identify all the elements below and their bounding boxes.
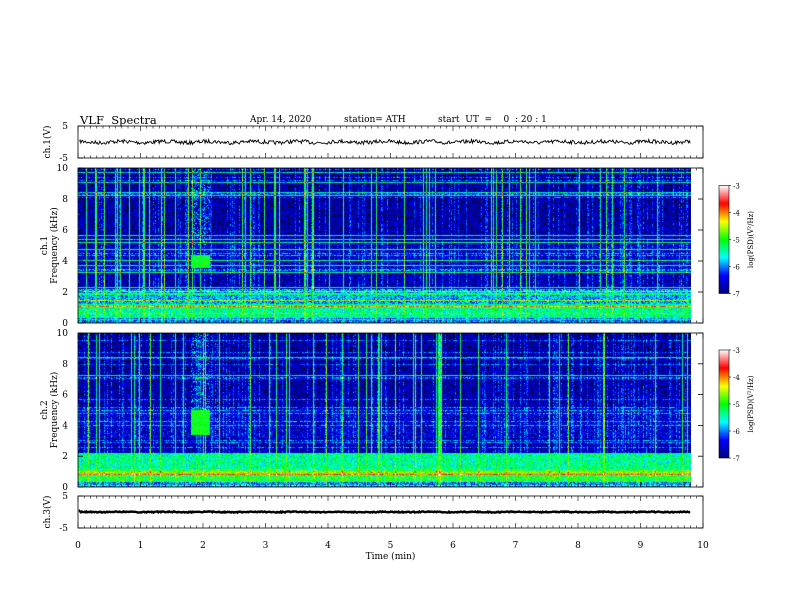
ch2-spectrogram-panel: 0 2 4 6 8 10 ch.2 Frequency (kHz) -3 -4 -5 -6 -7 log(… bbox=[40, 329, 755, 493]
x-tick-label: 2 bbox=[200, 541, 206, 551]
y-tick-label: 0 bbox=[62, 483, 68, 493]
ch1-waveform-panel: 5 -5 ch.1(V) bbox=[42, 122, 704, 164]
x-tick-label: 1 bbox=[138, 541, 144, 551]
y-tick-label: 2 bbox=[62, 288, 68, 298]
x-axis-label: Time (min) bbox=[366, 551, 416, 562]
x-tick-label: 5 bbox=[388, 541, 394, 551]
colorbar-tick-label: -7 bbox=[733, 291, 740, 299]
ch1-spectrogram-image bbox=[78, 168, 691, 323]
x-tick-label: 7 bbox=[513, 541, 519, 551]
ch1-spectrogram-panel: 0 2 4 6 8 10 ch.1 Frequency (kHz) -3 -4 -5 -6 -7 log(… bbox=[40, 164, 755, 329]
station-label: station= ATH bbox=[344, 115, 406, 125]
y-tick-label: -5 bbox=[59, 154, 68, 164]
x-tick-label: 6 bbox=[450, 541, 456, 551]
y-tick-label: -5 bbox=[59, 524, 68, 534]
y-axis-label: Frequency (kHz) bbox=[49, 372, 60, 449]
y-tick-label: 0 bbox=[62, 319, 68, 329]
colorbar-label: log(PSD)(V²/Hz) bbox=[747, 211, 755, 268]
colorbar-tick-label: -6 bbox=[733, 264, 740, 272]
ch1-waveform-trace bbox=[79, 137, 691, 146]
colorbar-tick-label: -3 bbox=[733, 183, 740, 191]
y-tick-label: 10 bbox=[57, 164, 69, 174]
y-axis-label: Frequency (kHz) bbox=[49, 207, 60, 284]
y-tick-label: 4 bbox=[62, 257, 68, 267]
colorbar-tick-label: -4 bbox=[733, 374, 740, 382]
x-tick-label: 0 bbox=[75, 541, 81, 551]
colorbar-tick-label: -3 bbox=[733, 347, 740, 355]
y-axis-channel-label: ch.1 bbox=[40, 236, 50, 255]
y-tick-label: 8 bbox=[62, 360, 68, 370]
ch3-waveform-panel: 5 -5 ch.3(V) 0 1 2 3 4 5 6 7 8 9 10 Time (min) bbox=[42, 492, 709, 562]
ch2-spectrogram-image bbox=[78, 333, 691, 487]
colorbar-label: log(PSD)(V²/Hz) bbox=[747, 375, 755, 432]
y-tick-label: 4 bbox=[62, 421, 68, 431]
x-tick-label: 3 bbox=[263, 541, 269, 551]
y-tick-label: 6 bbox=[62, 391, 68, 401]
start-time-label: start UT = 0 : 20 : 1 bbox=[438, 115, 547, 125]
colorbar-tick-label: -6 bbox=[733, 428, 740, 436]
colorbar bbox=[718, 349, 730, 459]
y-tick-label: 10 bbox=[57, 329, 69, 339]
colorbar-tick-label: -7 bbox=[733, 455, 740, 463]
y-tick-label: 5 bbox=[62, 492, 68, 502]
x-tick-label: 10 bbox=[697, 541, 709, 551]
x-tick-label: 9 bbox=[638, 541, 644, 551]
y-tick-label: 8 bbox=[62, 195, 68, 205]
y-tick-label: 5 bbox=[62, 122, 68, 132]
figure-title: VLF Spectra bbox=[80, 113, 157, 127]
colorbar-tick-label: -4 bbox=[733, 210, 740, 218]
colorbar-tick-label: -5 bbox=[733, 401, 740, 409]
colorbar bbox=[718, 185, 730, 294]
ch3-waveform-trace bbox=[78, 508, 691, 515]
colorbar-tick-label: -5 bbox=[733, 237, 740, 245]
y-tick-label: 6 bbox=[62, 226, 68, 236]
y-axis-label: ch.3(V) bbox=[42, 496, 53, 529]
date-label: Apr. 14, 2020 bbox=[250, 115, 312, 125]
x-tick-label: 4 bbox=[325, 541, 331, 551]
x-tick-label: 8 bbox=[575, 541, 581, 551]
y-tick-label: 2 bbox=[62, 452, 68, 462]
y-axis-label: ch.1(V) bbox=[42, 126, 53, 159]
y-axis-channel-label: ch.2 bbox=[40, 400, 50, 419]
